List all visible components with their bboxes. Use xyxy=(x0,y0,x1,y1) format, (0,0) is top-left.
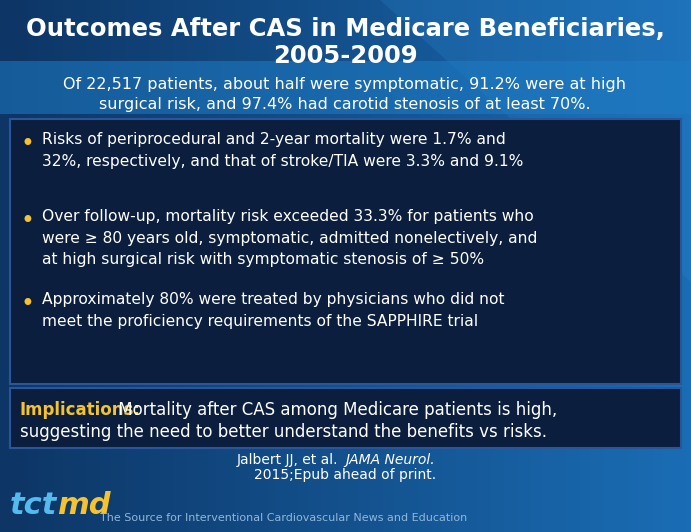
Text: Outcomes After CAS in Medicare Beneficiaries,: Outcomes After CAS in Medicare Beneficia… xyxy=(26,17,665,41)
Text: md: md xyxy=(57,491,111,520)
FancyBboxPatch shape xyxy=(10,388,681,448)
Polygon shape xyxy=(380,0,691,282)
Text: 2005-2009: 2005-2009 xyxy=(273,44,417,68)
FancyBboxPatch shape xyxy=(10,119,681,384)
Text: Risks of periprocedural and 2-year mortality were 1.7% and
32%, respectively, an: Risks of periprocedural and 2-year morta… xyxy=(42,132,523,169)
Text: Mortality after CAS among Medicare patients is high,: Mortality after CAS among Medicare patie… xyxy=(113,401,557,419)
Text: Jalbert JJ, et al.: Jalbert JJ, et al. xyxy=(237,453,343,467)
Text: JAMA Neurol.: JAMA Neurol. xyxy=(345,453,435,467)
Text: The Source for Interventional Cardiovascular News and Education: The Source for Interventional Cardiovasc… xyxy=(100,513,467,523)
Text: Implications:: Implications: xyxy=(20,401,141,419)
Text: •: • xyxy=(20,209,34,233)
Text: suggesting the need to better understand the benefits vs risks.: suggesting the need to better understand… xyxy=(20,423,547,441)
Text: 2015;Epub ahead of print.: 2015;Epub ahead of print. xyxy=(254,468,436,482)
Text: •: • xyxy=(20,292,34,316)
Text: tct: tct xyxy=(10,491,57,520)
Text: Of 22,517 patients, about half were symptomatic, 91.2% were at high: Of 22,517 patients, about half were symp… xyxy=(64,78,627,93)
Text: Approximately 80% were treated by physicians who did not
meet the proficiency re: Approximately 80% were treated by physic… xyxy=(42,292,504,329)
FancyBboxPatch shape xyxy=(0,61,691,114)
Text: •: • xyxy=(20,132,34,156)
Text: surgical risk, and 97.4% had carotid stenosis of at least 70%.: surgical risk, and 97.4% had carotid ste… xyxy=(100,97,591,112)
Text: Over follow-up, mortality risk exceeded 33.3% for patients who
were ≥ 80 years o: Over follow-up, mortality risk exceeded … xyxy=(42,209,538,267)
